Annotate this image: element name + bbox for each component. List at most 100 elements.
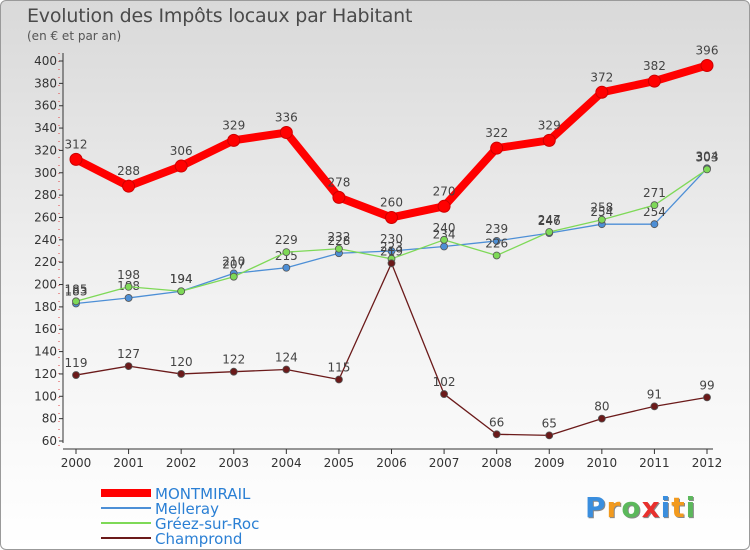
x-tick-label: 2002	[166, 456, 197, 470]
data-label: 91	[647, 387, 662, 401]
x-tick-label: 2000	[61, 456, 92, 470]
y-tick-label: 260	[34, 210, 57, 224]
y-tick-label: 320	[34, 143, 57, 157]
logo-letter: i	[660, 491, 672, 524]
data-point	[595, 85, 609, 99]
x-tick-label: 2012	[692, 456, 723, 470]
data-point	[492, 237, 501, 245]
data-point	[124, 362, 133, 371]
data-label: 382	[643, 59, 666, 73]
data-point	[124, 294, 133, 302]
data-label: 122	[222, 353, 245, 367]
data-point	[279, 126, 293, 140]
y-tick-label: 240	[34, 233, 57, 247]
data-label: 228	[327, 234, 350, 248]
y-tick-label: 140	[34, 345, 57, 359]
data-label: 185	[65, 282, 88, 296]
data-point	[492, 251, 501, 260]
data-point	[385, 210, 398, 224]
data-point	[440, 242, 448, 251]
data-point	[650, 402, 659, 411]
y-tick-label: 380	[34, 76, 57, 90]
data-label: 232	[327, 230, 350, 244]
y-tick-label: 100	[34, 389, 57, 403]
data-label: 115	[327, 361, 350, 375]
data-label: 247	[538, 213, 561, 227]
data-point	[703, 393, 711, 402]
y-tick-label: 400	[34, 54, 57, 68]
data-point	[282, 263, 291, 272]
data-point	[597, 414, 606, 423]
data-point	[282, 248, 291, 257]
data-label: 288	[117, 164, 140, 178]
data-label: 258	[590, 201, 613, 215]
data-label: 99	[699, 378, 714, 392]
y-tick-label: 180	[34, 300, 57, 314]
data-point	[335, 375, 343, 384]
data-label: 322	[485, 126, 508, 140]
x-tick-label: 2009	[534, 456, 565, 470]
y-tick-label: 60	[42, 434, 57, 448]
chart-title: Evolution des Impôts locaux par Habitant	[27, 5, 413, 27]
data-label: 194	[170, 272, 193, 286]
data-label: 66	[489, 415, 504, 429]
x-tick-label: 2003	[218, 456, 249, 470]
data-label: 329	[222, 118, 245, 132]
data-label: 219	[380, 244, 403, 258]
y-tick-label: 300	[34, 166, 57, 180]
data-label: 119	[65, 356, 88, 370]
data-point	[122, 179, 136, 193]
data-label: 271	[643, 186, 666, 200]
x-tick-label: 2004	[271, 456, 302, 470]
data-point	[650, 220, 659, 229]
data-label: 194	[170, 272, 193, 286]
data-label: 226	[485, 236, 508, 250]
data-point	[542, 133, 556, 147]
legend-entry: Melleray	[155, 500, 219, 518]
data-point	[440, 390, 448, 398]
data-point	[177, 287, 186, 296]
data-label: 303	[696, 150, 719, 164]
data-label: 65	[542, 416, 557, 430]
data-point	[174, 159, 188, 173]
data-label: 278	[327, 175, 350, 189]
data-label: 270	[433, 184, 456, 198]
data-label: 80	[594, 400, 609, 414]
x-tick-label: 2010	[587, 456, 618, 470]
logo-letter: x	[641, 491, 661, 524]
data-point	[72, 371, 80, 379]
legend-entry: Champrond	[155, 530, 242, 548]
data-label: 254	[590, 205, 613, 219]
data-point	[650, 201, 659, 210]
data-label: 207	[222, 258, 245, 272]
data-label: 230	[380, 232, 403, 246]
y-tick-label: 360	[34, 99, 57, 113]
y-tick-label: 280	[34, 188, 57, 202]
data-point	[332, 190, 346, 204]
data-point	[177, 370, 186, 378]
x-tick-label: 2007	[429, 456, 460, 470]
logo-letter: P	[585, 491, 607, 524]
data-point	[227, 133, 241, 147]
data-label: 183	[65, 285, 88, 299]
data-label: 336	[275, 111, 298, 125]
data-point	[229, 367, 238, 376]
y-tick-label: 340	[34, 121, 57, 135]
x-tick-label: 2005	[324, 456, 355, 470]
data-point	[229, 272, 238, 281]
data-label: 102	[433, 375, 456, 389]
data-label: 254	[643, 205, 666, 219]
data-point	[647, 74, 661, 88]
data-point	[703, 165, 711, 174]
data-label: 312	[65, 137, 88, 151]
legend-entry: MONTMIRAIL	[155, 485, 251, 503]
data-label: 372	[590, 70, 613, 84]
data-label: 223	[380, 240, 403, 254]
data-point	[69, 152, 83, 166]
data-point	[437, 199, 451, 213]
y-tick-label: 80	[42, 412, 57, 426]
data-point	[545, 431, 554, 440]
logo-letter: r	[606, 491, 622, 524]
